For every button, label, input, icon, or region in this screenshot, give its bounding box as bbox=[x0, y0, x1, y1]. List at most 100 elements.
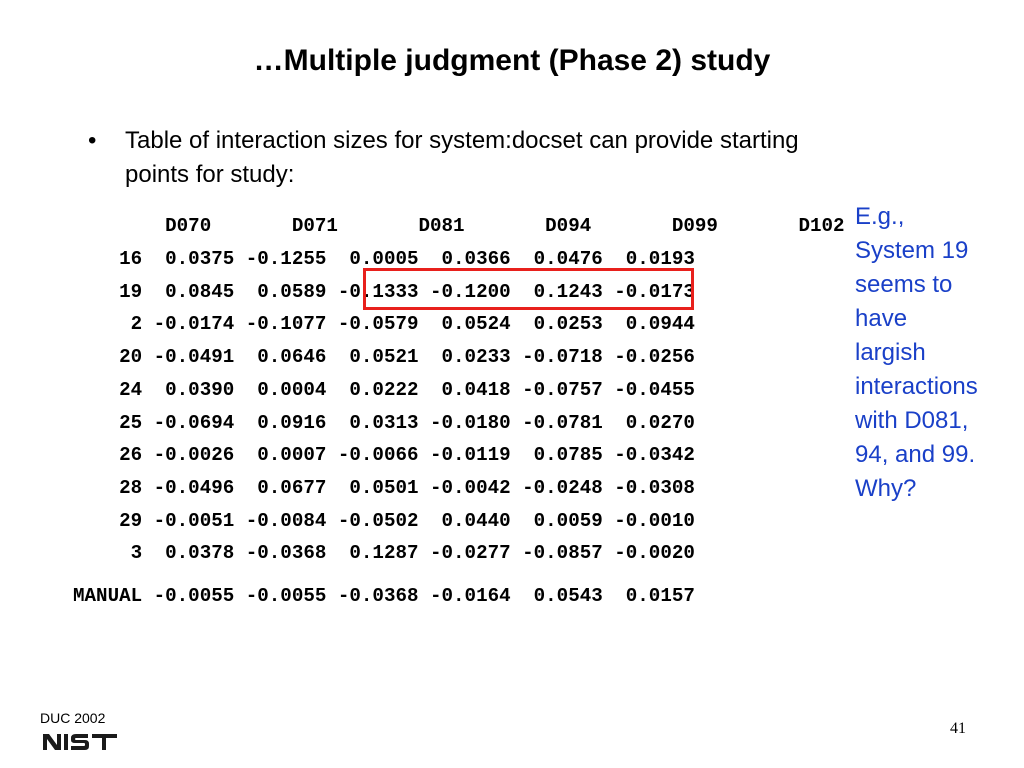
table-cell: 0.0501 bbox=[326, 476, 419, 499]
side-note-line: Why? bbox=[855, 475, 917, 502]
table-cell: 0.0677 bbox=[234, 476, 327, 499]
bullet-text-line-2: points for study: bbox=[125, 161, 295, 188]
table-cell: 0.0378 bbox=[142, 542, 235, 565]
side-note: E.g., System 19 seems to have largish interac… bbox=[855, 200, 1020, 506]
table-cell: 0.1243 bbox=[510, 280, 603, 303]
table-cell: -0.0084 bbox=[234, 509, 327, 532]
table-column-header: D070 bbox=[119, 215, 212, 237]
table-row-manual: MANUAL -0.0055 -0.0055 -0.0368 -0.0164 0… bbox=[50, 584, 695, 608]
table-cell: -0.1200 bbox=[418, 280, 511, 303]
table-column-header: D094 bbox=[464, 215, 592, 237]
table-cell: -0.1333 bbox=[326, 280, 419, 303]
bullet-text-line-1: Table of interaction sizes for system:do… bbox=[125, 127, 799, 154]
table-cell: -0.0308 bbox=[602, 476, 695, 499]
table-cell: 0.0007 bbox=[234, 444, 327, 467]
table-cell: -0.0368 bbox=[326, 585, 419, 607]
table-cell: -0.1077 bbox=[234, 313, 327, 336]
table-cell: -0.0368 bbox=[234, 542, 327, 565]
table-cell: -0.0277 bbox=[418, 542, 511, 565]
row-label: 16 bbox=[50, 248, 143, 270]
table-cell: -0.0579 bbox=[326, 313, 419, 336]
table-cell: 0.0059 bbox=[510, 509, 603, 532]
table-cell: 0.0944 bbox=[602, 313, 695, 336]
table-column-header: D081 bbox=[337, 215, 465, 237]
table-cell: -0.0455 bbox=[602, 378, 695, 401]
table-cell: -0.0502 bbox=[326, 509, 419, 532]
table-cell: 0.0543 bbox=[510, 585, 603, 607]
row-label: 24 bbox=[50, 378, 143, 401]
page-number: 41 bbox=[950, 720, 966, 737]
table-cell: -0.0180 bbox=[418, 411, 511, 434]
table-cell: -0.0174 bbox=[142, 313, 235, 336]
table-row: 2 -0.0174 -0.1077 -0.0579 0.0524 0.0253 … bbox=[50, 312, 695, 336]
table-column-header: D071 bbox=[211, 215, 338, 237]
nist-logo bbox=[43, 734, 117, 750]
table-cell: 0.0845 bbox=[142, 280, 235, 303]
table-cell: 0.0476 bbox=[510, 248, 603, 270]
table-cell: -0.0020 bbox=[602, 542, 695, 565]
table-cell: 0.0440 bbox=[418, 509, 511, 532]
side-note-line: System 19 bbox=[855, 237, 969, 264]
table-column-header: D102 bbox=[717, 215, 845, 237]
table-cell: -0.0248 bbox=[510, 476, 603, 499]
side-note-line: seems to bbox=[855, 271, 953, 298]
table-row: 3 0.0378 -0.0368 0.1287 -0.0277 -0.0857 … bbox=[50, 541, 695, 565]
table-cell: -0.0051 bbox=[142, 509, 235, 532]
table-row: 19 0.0845 0.0589 -0.1333 -0.1200 0.1243 … bbox=[50, 280, 695, 304]
table-cell: 0.0313 bbox=[326, 411, 419, 434]
table-cell: -0.0055 bbox=[142, 585, 235, 607]
table-cell: -0.0694 bbox=[142, 411, 235, 434]
table-cell: 0.0193 bbox=[602, 248, 695, 270]
table-cell: 0.0524 bbox=[418, 313, 511, 336]
table-cell: 0.1287 bbox=[326, 542, 419, 565]
table-cell: -0.0757 bbox=[510, 378, 603, 401]
row-label: MANUAL bbox=[50, 585, 143, 607]
table-cell: 0.0589 bbox=[234, 280, 327, 303]
table-cell: 0.0375 bbox=[142, 248, 235, 270]
side-note-line: 94, and 99. bbox=[855, 441, 976, 468]
table-row: 24 0.0390 0.0004 0.0222 0.0418 -0.0757 -… bbox=[50, 378, 695, 402]
table-column-header: D099 bbox=[591, 215, 718, 237]
row-label: 3 bbox=[50, 542, 143, 565]
table-cell: 0.0157 bbox=[602, 585, 695, 607]
table-cell: -0.0173 bbox=[602, 280, 695, 303]
bullet-text: Table of interaction sizes for system:do… bbox=[125, 124, 945, 192]
table-cell: -0.0718 bbox=[510, 346, 603, 369]
table-cell: -0.0491 bbox=[142, 346, 235, 369]
table-cell: -0.0066 bbox=[326, 444, 419, 467]
table-cell: 0.0253 bbox=[510, 313, 603, 336]
side-note-line: E.g., bbox=[855, 203, 905, 230]
table-cell: 0.0004 bbox=[234, 378, 327, 401]
row-label: 19 bbox=[50, 280, 143, 303]
row-label: 2 bbox=[50, 313, 143, 336]
table-cell: 0.0646 bbox=[234, 346, 327, 369]
side-note-line: largish bbox=[855, 339, 926, 366]
table-header: D070 D071 D081 D094 D099 D102 bbox=[50, 214, 845, 238]
table-cell: 0.0005 bbox=[326, 248, 419, 270]
highlight-box bbox=[363, 268, 694, 310]
table-cell: -0.0119 bbox=[418, 444, 511, 467]
table-cell: -0.0256 bbox=[602, 346, 695, 369]
table-cell: -0.0055 bbox=[234, 585, 327, 607]
side-note-line: interactions bbox=[855, 373, 978, 400]
table-cell: 0.0390 bbox=[142, 378, 235, 401]
table-cell: 0.0418 bbox=[418, 378, 511, 401]
table-cell: -0.0010 bbox=[602, 509, 695, 532]
table-cell: -0.0781 bbox=[510, 411, 603, 434]
table-cell: -0.0042 bbox=[418, 476, 511, 499]
table-row: 26 -0.0026 0.0007 -0.0066 -0.0119 0.0785… bbox=[50, 443, 695, 467]
table-cell: -0.0026 bbox=[142, 444, 235, 467]
table-row: 25 -0.0694 0.0916 0.0313 -0.0180 -0.0781… bbox=[50, 411, 695, 435]
row-label: 29 bbox=[50, 509, 143, 532]
bullet-mark: • bbox=[88, 127, 97, 154]
row-label: 28 bbox=[50, 476, 143, 499]
table-cell: 0.0270 bbox=[602, 411, 695, 434]
table-row: 20 -0.0491 0.0646 0.0521 0.0233 -0.0718 … bbox=[50, 345, 695, 369]
side-note-line: with D081, bbox=[855, 407, 969, 434]
table-cell: 0.0222 bbox=[326, 378, 419, 401]
footer-event: DUC 2002 bbox=[40, 710, 106, 726]
row-label: 25 bbox=[50, 411, 143, 434]
table-row: 29 -0.0051 -0.0084 -0.0502 0.0440 0.0059… bbox=[50, 509, 695, 533]
table-header-spacer bbox=[50, 215, 119, 237]
table-cell: -0.0857 bbox=[510, 542, 603, 565]
